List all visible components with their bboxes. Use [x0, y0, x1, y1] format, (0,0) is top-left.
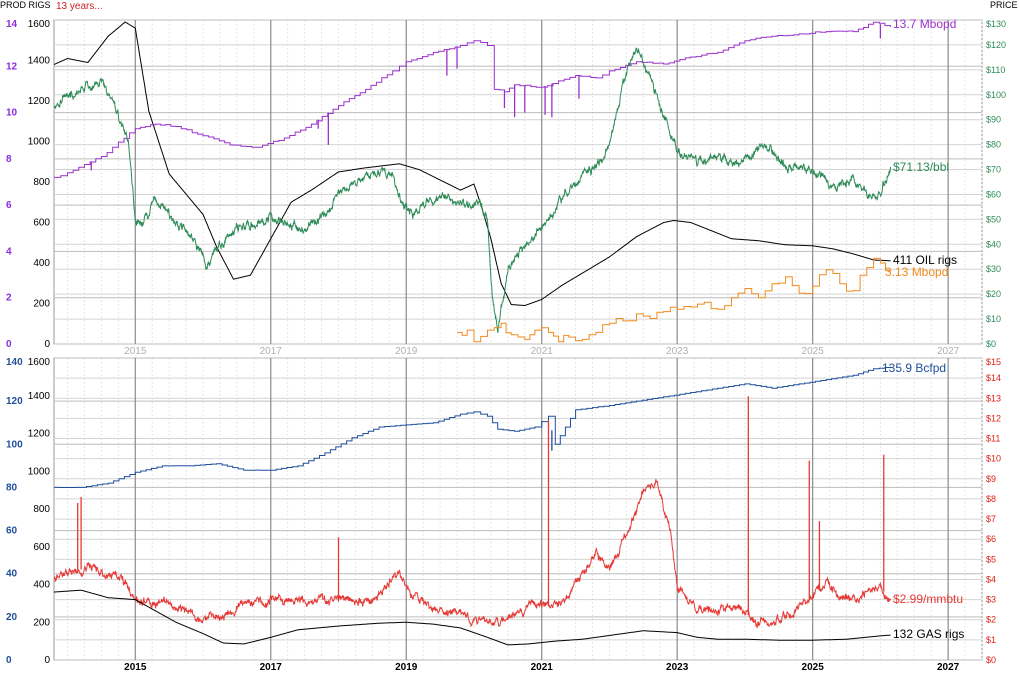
y-tick-label-price: $10	[986, 314, 1001, 324]
x-tick-label: 2019	[395, 346, 418, 357]
y-tick-label-rigs: 1400	[28, 391, 51, 402]
y-tick-label-price: $7	[986, 514, 996, 524]
y-tick-label-prod: 0	[6, 655, 12, 666]
y-tick-label-rigs: 400	[33, 580, 50, 591]
y-tick-label-prod: 100	[6, 439, 23, 450]
chart-subtitle: 13 years...	[56, 1, 103, 12]
y-tick-label-prod: 8	[6, 154, 12, 165]
y-tick-label-rigs: 200	[33, 617, 50, 628]
plot-area	[53, 357, 983, 661]
x-tick-label: 2025	[802, 662, 825, 673]
y-tick-label-price: $6	[986, 534, 996, 544]
y-tick-label-price: $20	[986, 289, 1001, 299]
y-tick-label-price: $130	[986, 19, 1006, 29]
x-tick-label: 2019	[395, 662, 418, 673]
bottom-panel: 2015 2017 2019 2021 2023 2025 2027 0 20 40 60 80 100…	[6, 357, 1001, 673]
y-tick-label-price: $60	[986, 189, 1001, 199]
series-end-label: 135.9 Bcfpd	[882, 361, 946, 375]
x-tick-label: 2017	[260, 662, 283, 673]
y-tick-label-price: $9	[986, 474, 996, 484]
y-tick-label-rigs: 1000	[28, 466, 51, 477]
y-tick-label-prod: 60	[6, 526, 18, 537]
y-tick-label-prod: 10	[6, 108, 18, 119]
series-line-mbopd	[54, 21, 892, 178]
y-tick-label-rigs: 400	[33, 258, 50, 269]
x-tick-label: 2021	[531, 662, 554, 673]
y-tick-label-price: $13	[986, 393, 1001, 403]
x-tick-label: 2023	[666, 346, 689, 357]
y-tick-label-rigs: 1200	[28, 96, 51, 107]
x-tick-label: 2017	[260, 346, 283, 357]
y-tick-label-price: $30	[986, 264, 1001, 274]
y-tick-label-price: $90	[986, 115, 1001, 125]
series-end-label: 3.13 Mbopd	[885, 265, 948, 279]
x-tick-label: 2023	[666, 662, 689, 673]
y-tick-label-price: $40	[986, 239, 1001, 249]
y-tick-label-price: $3	[986, 595, 996, 605]
top-panel: 2015 2017 2019 2021 2023 2025 2027024681012140…	[6, 17, 1006, 357]
series-end-label: $71.13/bbl	[893, 160, 949, 174]
y-tick-label-prod: 4	[6, 246, 12, 257]
left-axis-title: PROD RIGS	[0, 0, 51, 10]
y-tick-label-price: $100	[986, 90, 1006, 100]
series-end-label: $2.99/mmbtu	[893, 592, 963, 606]
y-tick-label-rigs: 800	[33, 177, 50, 188]
y-tick-label-price: $4	[986, 574, 996, 584]
y-tick-label-prod: 120	[6, 396, 23, 407]
series-line-mbopd-secondary	[457, 257, 892, 343]
y-tick-label-price: $0	[986, 655, 996, 665]
y-tick-label-rigs: 600	[33, 218, 50, 229]
y-tick-label-price: $11	[986, 434, 1000, 444]
series-line-bcfpd	[54, 366, 892, 488]
y-tick-label-rigs: 1600	[28, 357, 51, 368]
y-tick-label-price: $8	[986, 494, 996, 504]
y-tick-label-price: $14	[986, 373, 1001, 383]
y-tick-label-price: $120	[986, 40, 1006, 50]
right-axis-title: PRICE	[990, 0, 1018, 10]
y-tick-label-rigs: 1200	[28, 429, 51, 440]
y-tick-label-rigs: 0	[44, 655, 50, 666]
series-line-price	[54, 47, 892, 333]
y-tick-label-prod: 80	[6, 482, 18, 493]
y-tick-label-rigs: 0	[44, 339, 50, 350]
y-tick-label-prod: 6	[6, 200, 12, 211]
y-tick-label-rigs: 800	[33, 504, 50, 515]
y-tick-label-rigs: 600	[33, 542, 50, 553]
y-tick-label-prod: 12	[6, 61, 18, 72]
y-tick-label-price: $12	[986, 413, 1001, 423]
y-tick-label-price: $80	[986, 140, 1001, 150]
y-tick-label-prod: 20	[6, 612, 18, 623]
x-tick-label: 2025	[802, 346, 825, 357]
y-tick-label-price: $5	[986, 554, 996, 564]
y-tick-label-price: $2	[986, 615, 996, 625]
y-tick-label-rigs: 1600	[28, 19, 51, 30]
y-tick-label-rigs: 200	[33, 299, 50, 310]
y-tick-label-prod: 140	[6, 357, 23, 368]
y-tick-label-price: $1	[986, 635, 996, 645]
y-tick-label-prod: 40	[6, 569, 18, 580]
x-tick-label: 2027	[937, 662, 960, 673]
series-line-gas-rigs	[54, 589, 891, 646]
series-end-label: 13.7 Mbopd	[893, 17, 956, 31]
x-tick-label: 2021	[531, 346, 554, 357]
x-tick-label: 2015	[124, 346, 147, 357]
y-tick-label-price: $110	[986, 65, 1005, 75]
y-tick-label-price: $50	[986, 214, 1001, 224]
y-tick-label-prod: 0	[6, 339, 12, 350]
y-tick-label-price: $10	[986, 454, 1001, 464]
x-tick-label: 2027	[937, 346, 960, 357]
series-line-oil-rigs	[54, 21, 891, 306]
y-tick-label-rigs: 1400	[28, 56, 51, 67]
y-tick-label-prod: 2	[6, 293, 12, 304]
series-line-price	[54, 479, 892, 629]
series-end-label: 411 OIL rigs	[893, 253, 957, 267]
x-tick-label: 2015	[124, 662, 147, 673]
y-tick-label-price: $15	[986, 357, 1001, 367]
y-tick-label-rigs: 1000	[28, 137, 51, 148]
series-end-label: 132 GAS rigs	[893, 627, 964, 641]
y-tick-label-price: $0	[986, 339, 996, 349]
y-tick-label-price: $70	[986, 165, 1001, 175]
y-tick-label-prod: 14	[6, 19, 18, 30]
